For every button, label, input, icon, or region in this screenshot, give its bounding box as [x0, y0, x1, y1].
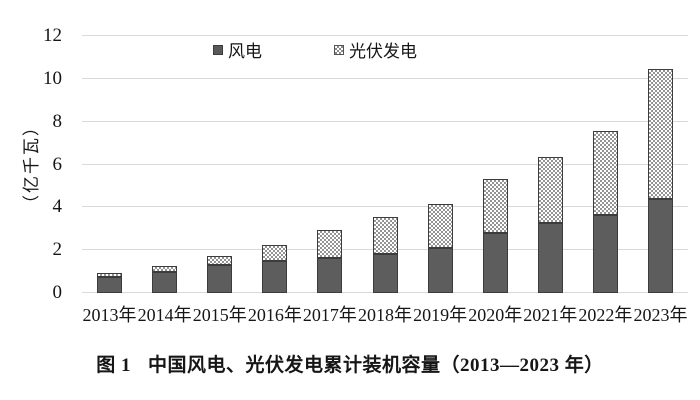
legend-item-solar: 光伏发电 — [334, 37, 417, 62]
wind-segment — [647, 199, 673, 293]
solar-segment — [647, 69, 673, 199]
solar-segment — [537, 157, 563, 223]
wind-segment — [152, 272, 178, 293]
x-tick-label: 2017年 — [302, 305, 357, 325]
solar-segment — [262, 245, 288, 261]
stacked-bar — [317, 230, 343, 293]
solar-segment — [592, 131, 618, 215]
stacked-bar — [97, 273, 123, 293]
stacked-bar — [152, 266, 178, 293]
y-tick-label: 0 — [52, 282, 63, 303]
y-tick-label: 4 — [52, 196, 63, 218]
bar-slot — [137, 36, 192, 293]
x-tick-label: 2016年 — [247, 305, 302, 325]
solar-legend-marker-icon — [334, 44, 344, 55]
stacked-bar — [592, 131, 618, 293]
y-tick-label: 2 — [52, 239, 63, 261]
plot-area — [82, 35, 688, 293]
legend-label-wind: 风电 — [228, 42, 262, 61]
bar-slot — [578, 36, 633, 293]
wind-segment — [207, 265, 233, 293]
x-tick-label: 2021年 — [523, 305, 578, 325]
gridline — [82, 120, 688, 122]
stacked-bar — [262, 245, 288, 293]
solar-segment — [317, 230, 343, 258]
bar-slot — [357, 36, 412, 293]
y-tick-label: 6 — [52, 153, 63, 175]
bar-slot — [468, 36, 523, 293]
wind-segment — [372, 254, 398, 293]
bar-slot — [633, 36, 688, 293]
caption-title: 中国风电、光伏发电累计装机容量（2013—2023 年） — [148, 355, 604, 376]
gridline — [82, 163, 688, 165]
stacked-bar — [372, 217, 398, 293]
legend-item-wind: 风电 — [213, 37, 262, 62]
wind-segment — [537, 223, 563, 293]
x-tick-label: 2022年 — [578, 305, 633, 325]
solar-segment — [427, 204, 453, 248]
bar-slot — [247, 36, 302, 293]
solar-segment — [207, 256, 233, 265]
stacked-bar — [207, 256, 233, 293]
bars-layer — [82, 36, 688, 293]
gridline — [82, 77, 688, 79]
stacked-bar — [482, 179, 508, 293]
solar-segment — [372, 217, 398, 254]
stacked-bar — [427, 204, 453, 293]
solar-segment — [97, 273, 123, 277]
wind-segment — [262, 261, 288, 293]
wind-segment — [427, 248, 453, 293]
solar-segment — [152, 266, 178, 272]
wind-segment — [592, 215, 618, 293]
y-axis: 0 2 4 6 8 10 12 — [26, 26, 63, 303]
caption-label: 图 1 — [96, 355, 131, 376]
x-tick-label: 2015年 — [192, 305, 247, 325]
y-tick-label: 8 — [52, 110, 63, 132]
bar-slot — [523, 36, 578, 293]
x-tick-label: 2020年 — [468, 305, 523, 325]
x-tick-label: 2018年 — [358, 305, 413, 325]
x-tick-label: 2019年 — [413, 305, 468, 325]
gridline — [82, 206, 688, 208]
x-tick-label: 2023年 — [633, 305, 688, 325]
legend-label-solar: 光伏发电 — [349, 42, 417, 61]
gridline — [82, 35, 688, 36]
wind-legend-marker-icon — [213, 44, 223, 55]
x-tick-label: 2013年 — [82, 305, 137, 325]
wind-segment — [97, 277, 123, 293]
wind-segment — [482, 233, 508, 293]
figure-caption: 图 1 中国风电、光伏发电累计装机容量（2013—2023 年） — [0, 350, 700, 377]
bar-slot — [413, 36, 468, 293]
solar-segment — [482, 179, 508, 233]
chart-legend: 风电 光伏发电 — [213, 37, 417, 62]
wind-segment — [317, 258, 343, 293]
bar-slot — [192, 36, 247, 293]
x-tick-label: 2014年 — [137, 305, 192, 325]
stacked-bar — [537, 157, 563, 293]
y-tick-label: 12 — [43, 25, 62, 46]
x-axis: 2013年 2014年 2015年 2016年 2017年 2018年 2019年 2020年… — [82, 301, 688, 327]
y-tick-label: 10 — [43, 67, 62, 89]
stacked-bar — [647, 69, 673, 293]
bar-slot — [82, 36, 137, 293]
bar-slot — [302, 36, 357, 293]
